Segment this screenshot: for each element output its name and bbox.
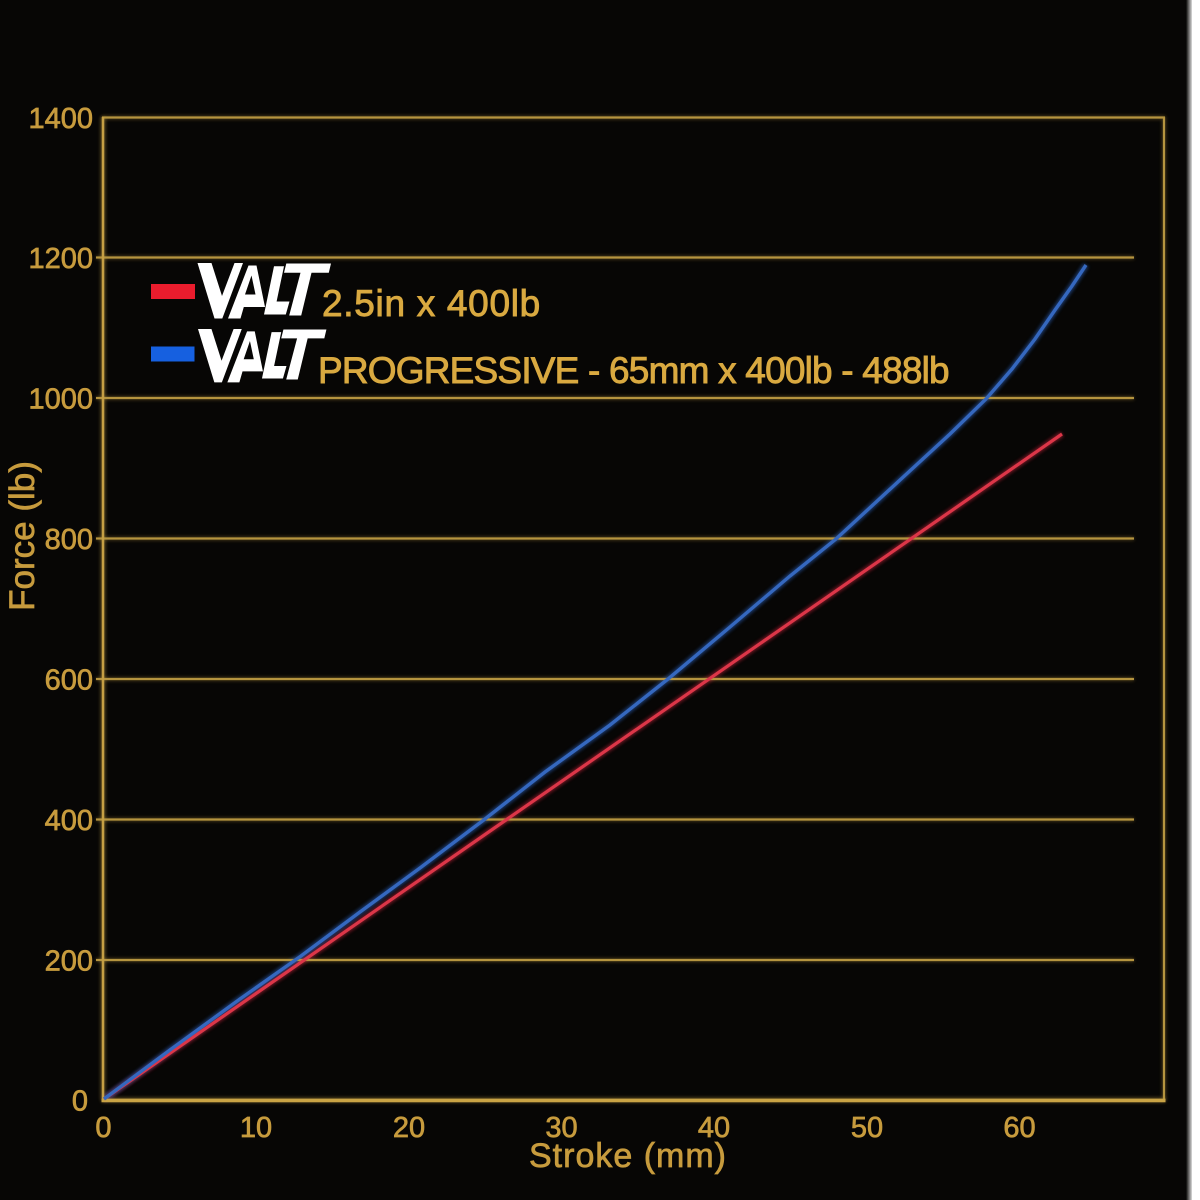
svg-text:Stroke (mm): Stroke (mm)	[529, 1137, 727, 1175]
svg-text:800: 800	[45, 524, 93, 556]
svg-text:200: 200	[45, 946, 93, 978]
svg-text:1400: 1400	[28, 103, 93, 135]
svg-text:600: 600	[45, 665, 93, 697]
svg-text:Force (lb): Force (lb)	[3, 461, 42, 611]
svg-text:10: 10	[240, 1112, 272, 1144]
svg-text:40: 40	[698, 1112, 730, 1144]
svg-text:0: 0	[72, 1086, 88, 1118]
svg-text:2.5in x 400lb: 2.5in x 400lb	[322, 283, 541, 324]
svg-text:1000: 1000	[28, 384, 93, 416]
svg-text:1200: 1200	[28, 243, 93, 275]
svg-text:PROGRESSIVE - 65mm x 400lb - 4: PROGRESSIVE - 65mm x 400lb - 488lb	[318, 350, 949, 391]
svg-text:20: 20	[393, 1112, 425, 1144]
svg-text:60: 60	[1003, 1112, 1035, 1144]
svg-text:400: 400	[45, 805, 93, 837]
svg-text:0: 0	[95, 1112, 111, 1144]
svg-text:50: 50	[851, 1112, 883, 1144]
svg-text:30: 30	[545, 1112, 577, 1144]
